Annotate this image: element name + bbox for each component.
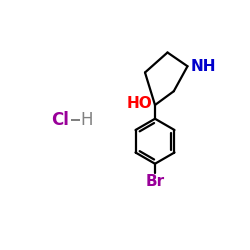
Text: Cl: Cl: [51, 111, 69, 129]
Text: NH: NH: [190, 59, 216, 74]
Text: H: H: [80, 111, 93, 129]
Text: HO: HO: [127, 96, 152, 110]
Text: Br: Br: [146, 174, 165, 190]
